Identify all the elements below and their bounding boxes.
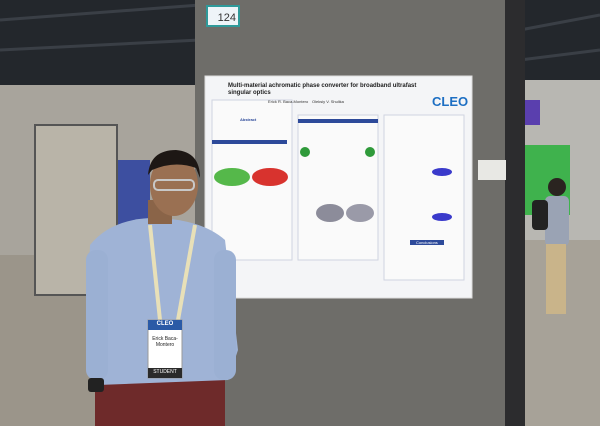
arm [86,250,108,380]
glasses [153,179,195,191]
poster-heading-bar [212,140,287,144]
person-background [548,178,566,196]
badge-role: STUDENT [153,369,177,375]
poster-column [297,114,379,261]
poster-column [383,114,465,281]
shirt [86,218,238,385]
poster-figure [432,213,452,221]
badge-event: CLEO [156,321,174,327]
poster-figure [316,204,344,222]
poster-heading-bar [298,119,378,123]
poster-figure [346,204,374,222]
poster-figure [252,168,288,186]
arm [214,250,236,380]
backpack [532,200,548,230]
lanyard [148,224,162,321]
ceiling-beams [0,3,600,62]
poster-title: Multi-material achromatic phase converte… [228,83,417,96]
pillar [505,0,525,426]
hair [148,150,200,178]
poster-section: Abstract [240,117,257,122]
poster-author: Oleksiy V. Shulika [312,99,344,104]
poster-figure [300,147,310,157]
face [150,154,198,216]
badge-header [148,320,182,330]
watch [88,378,104,392]
poster-figure [365,147,375,157]
person-background [545,196,569,246]
badge-name: Erick Baca-Montero [152,336,178,348]
lanyard [176,224,197,321]
label-card [478,160,506,180]
poster-section: Conclusions [410,240,444,245]
poster-logo: CLEO [432,94,469,109]
person-background [546,244,566,314]
poster-figure [432,168,452,176]
poster-figure [214,168,250,186]
poster-author: Erick R. Baca-Montero [268,99,309,104]
sign-number: 124 [206,5,240,27]
badge-footer [148,368,182,378]
